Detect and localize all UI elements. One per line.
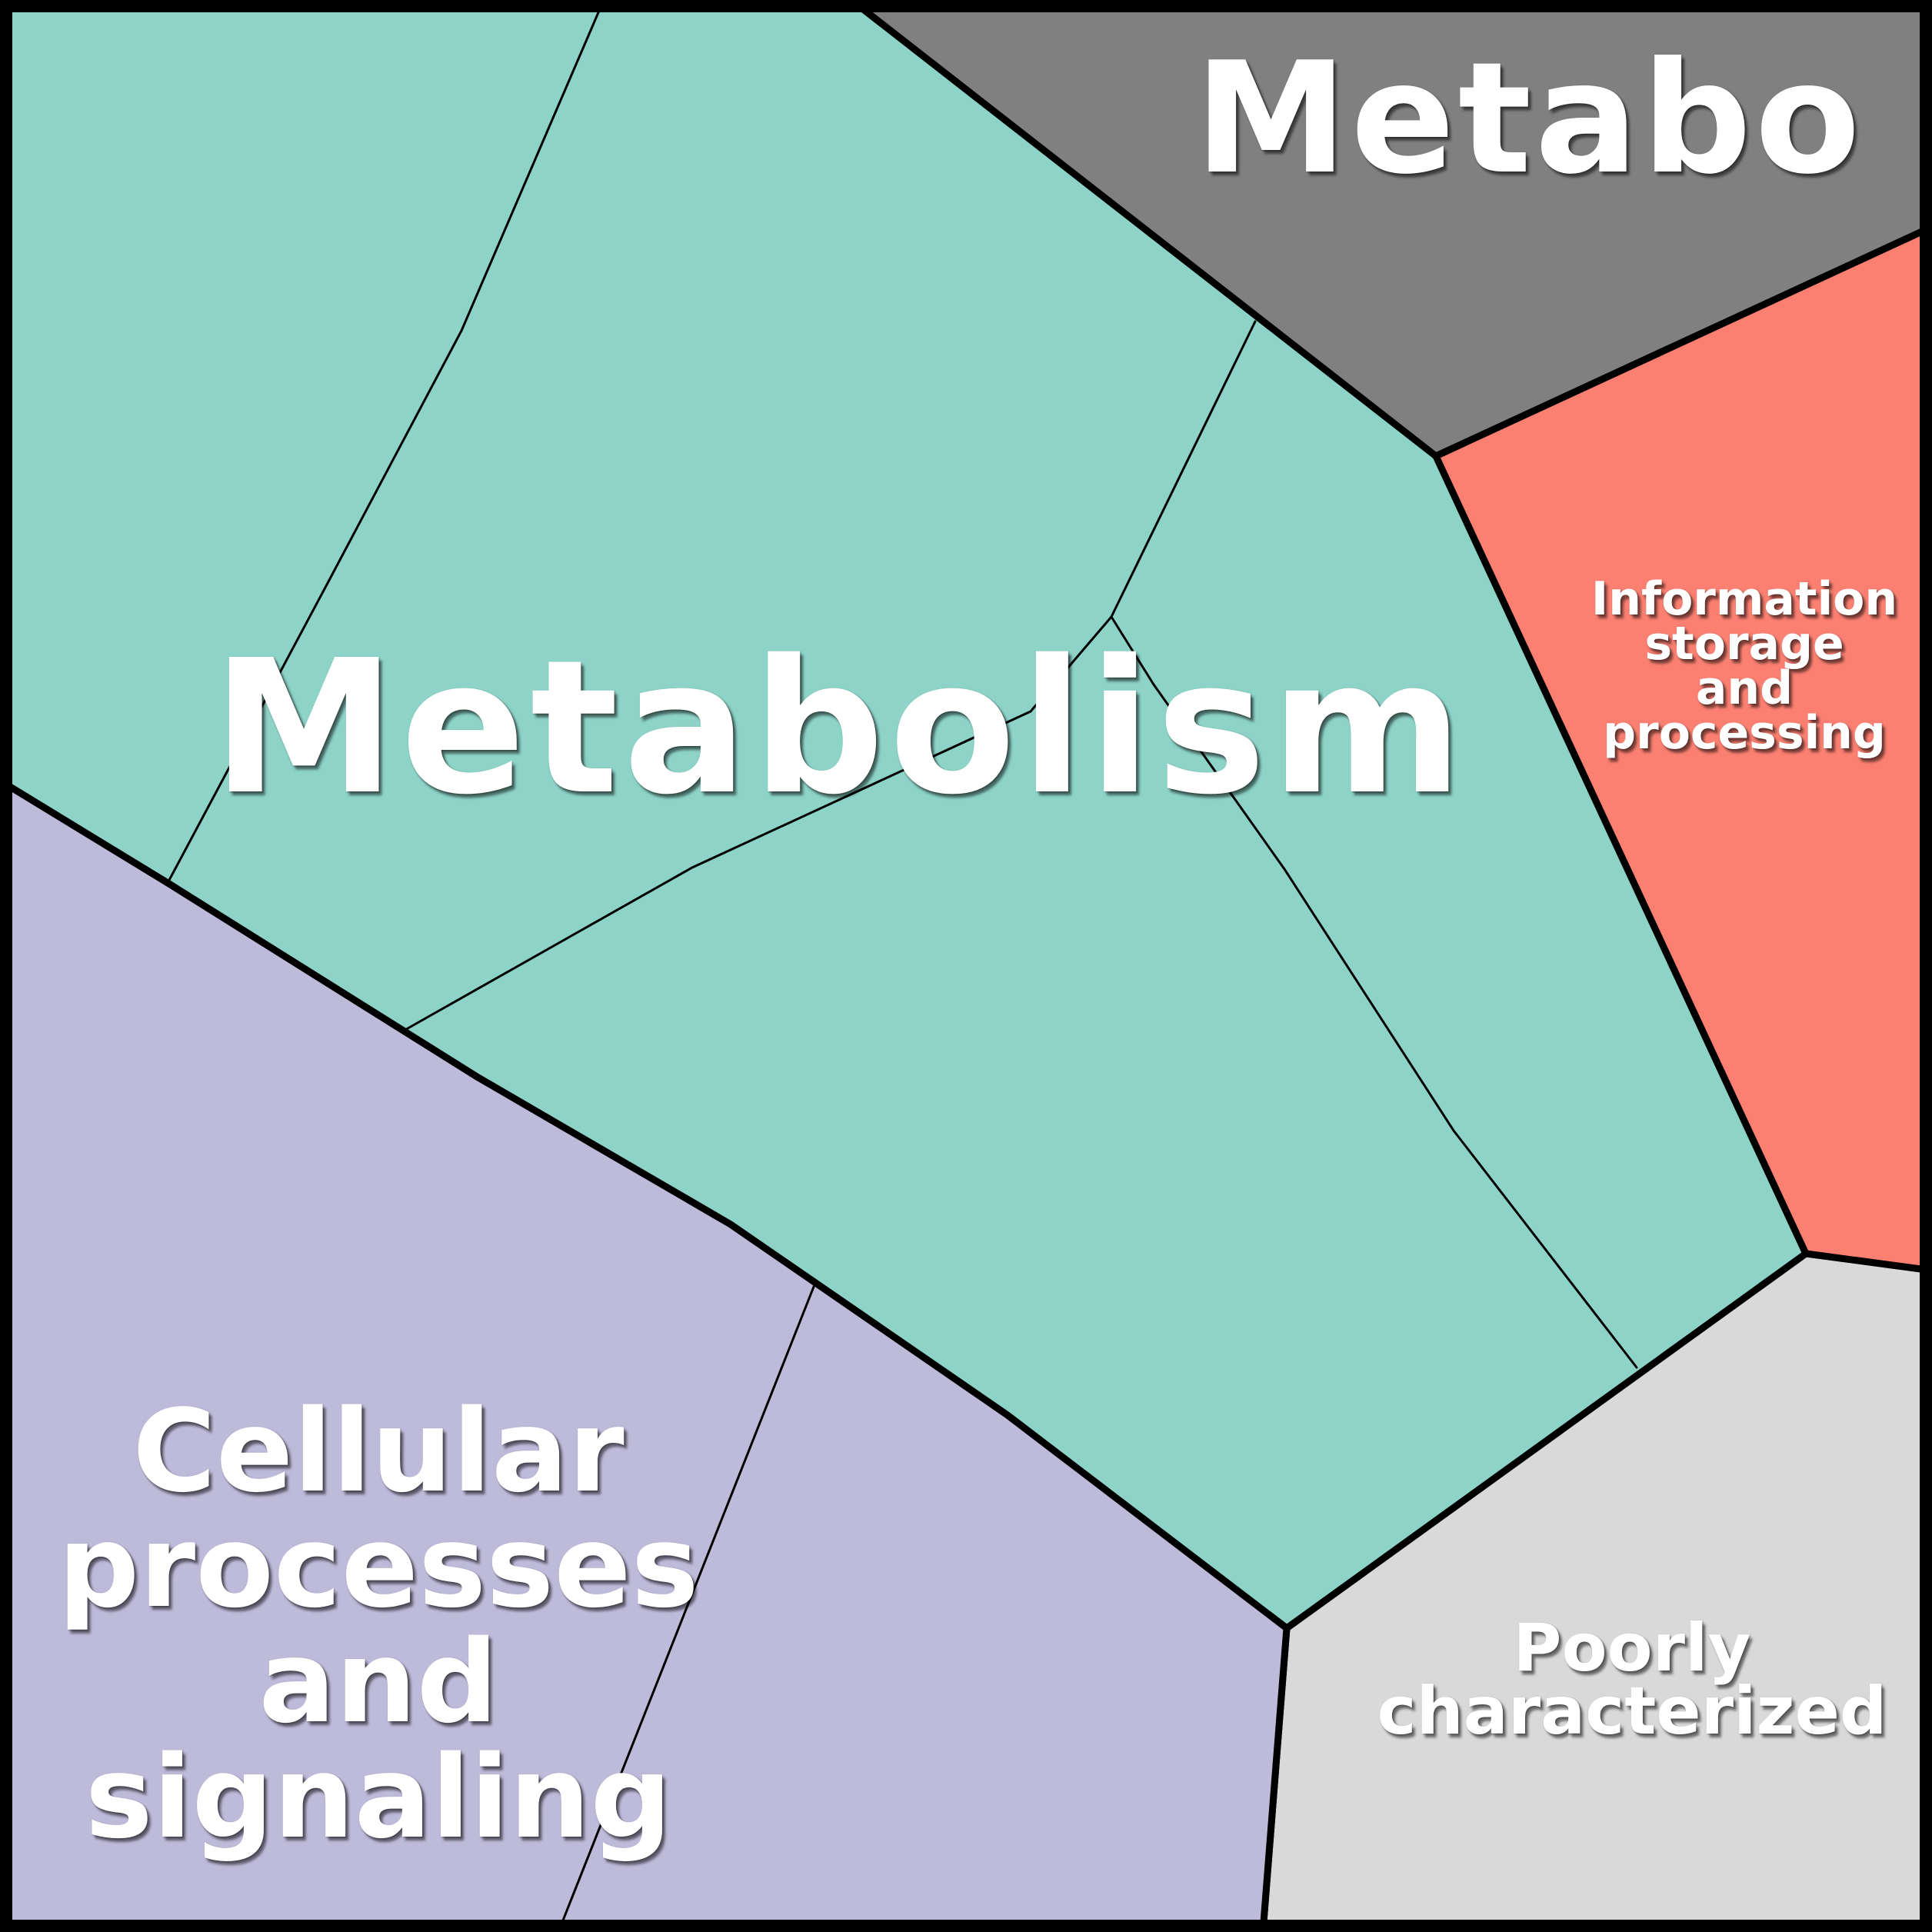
- label-line: Information: [1591, 572, 1898, 626]
- label-information-storage-and-processing: Information storage and processing: [1591, 572, 1898, 760]
- metabolism-subcell-divider-3: [1110, 320, 1257, 618]
- label-line: and: [258, 1616, 498, 1748]
- region-cellular-processes-and-signaling: [0, 776, 1291, 1932]
- region-metabolism-clipped: [845, 0, 1932, 461]
- label-line: characterized: [1377, 1673, 1887, 1750]
- label-line: signaling: [85, 1731, 672, 1864]
- region-poorly-characterized: [1259, 1250, 1932, 1932]
- cellular-subcell-divider-1: [557, 1281, 817, 1932]
- label-poorly-characterized: Poorly characterized: [1377, 1610, 1887, 1750]
- label-line: processes: [58, 1501, 699, 1633]
- label-metabolism: Metabolism: [212, 620, 1468, 835]
- metabolism-subcell-divider-4: [1110, 615, 1638, 1369]
- region-information-storage-and-processing: [1431, 223, 1932, 1274]
- label-line: storage: [1644, 617, 1844, 671]
- label-cellular-processes-and-signaling: Cellular processes and signaling: [58, 1394, 698, 1855]
- label-line: and: [1695, 661, 1794, 715]
- label-line: Poorly: [1513, 1610, 1751, 1687]
- label-metabolism-clipped: Metabo: [1194, 29, 1864, 208]
- label-line: Cellular: [132, 1385, 625, 1517]
- label-line: processing: [1603, 706, 1886, 760]
- metabolism-subcell-divider-1: [166, 0, 605, 884]
- metabolism-subcell-divider-2: [402, 615, 1113, 1032]
